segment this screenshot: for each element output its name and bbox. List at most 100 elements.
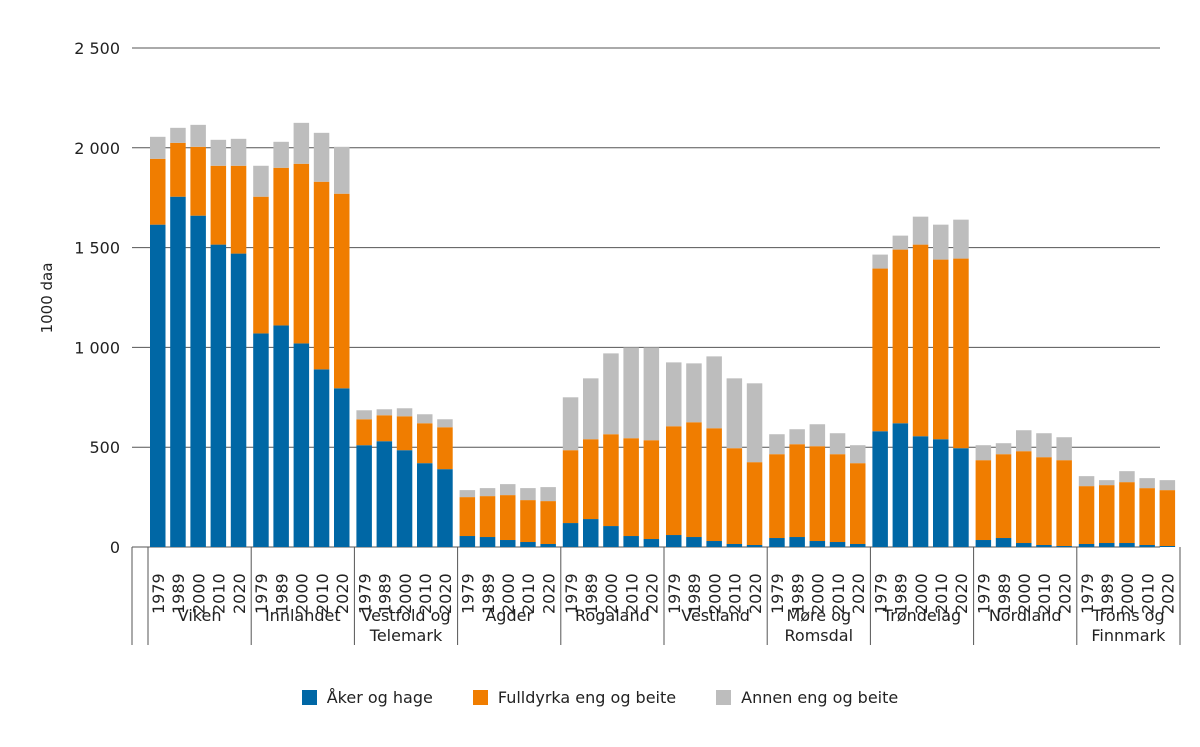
legend: Åker og hage Fulldyrka eng og beite Anne… — [0, 688, 1200, 707]
bar-segment — [686, 537, 702, 547]
bar-segment — [623, 536, 639, 547]
bar-segment — [603, 526, 619, 547]
y-tick-label: 1 000 — [74, 338, 120, 357]
bar-segment — [1078, 476, 1095, 487]
year-tick-label: 1989 — [376, 573, 395, 614]
bar-segment — [210, 139, 227, 166]
bar-segment — [933, 224, 949, 260]
bar-segment — [789, 537, 805, 547]
year-tick-label: 2000 — [912, 573, 931, 614]
bar-segment — [293, 163, 310, 344]
year-tick-label: 1979 — [149, 573, 168, 614]
year-tick-label: 2010 — [1138, 573, 1157, 614]
bar-segment — [437, 427, 453, 470]
bar-segment — [334, 193, 350, 389]
bar-segment — [1036, 545, 1052, 547]
group-label: Agder — [485, 606, 533, 625]
bar-segment — [520, 488, 536, 501]
bar-segment — [769, 538, 785, 547]
legend-label: Åker og hage — [326, 688, 433, 707]
bar-segment — [583, 378, 599, 440]
year-tick-label: 2000 — [809, 573, 828, 614]
year-tick-label: 1979 — [768, 573, 787, 614]
year-tick-label: 2000 — [705, 573, 724, 614]
year-tick-label: 1989 — [582, 573, 601, 614]
bar-segment — [170, 196, 186, 547]
bar-segment — [666, 535, 682, 547]
group-label: Innlandet — [265, 606, 341, 625]
bar-segment — [293, 122, 310, 164]
bar-segment — [230, 165, 247, 254]
bar-segment — [437, 419, 453, 428]
bar-segment — [356, 410, 372, 420]
group-label: Finnmark — [1091, 626, 1166, 645]
year-tick-label: 2020 — [333, 573, 352, 614]
bar-segment — [1056, 546, 1072, 547]
bar-segment — [809, 446, 826, 542]
bar-segment — [150, 136, 166, 159]
bar-segment — [273, 325, 289, 547]
year-tick-label: 2000 — [293, 573, 312, 614]
year-tick-label: 2020 — [539, 573, 558, 614]
bar-segment — [334, 388, 350, 547]
year-tick-label: 2020 — [746, 573, 765, 614]
bar-segment — [829, 542, 846, 547]
bar-segment — [746, 383, 763, 463]
bar-segment — [253, 333, 269, 547]
year-tick-label: 1989 — [995, 573, 1014, 614]
legend-label: Fulldyrka eng og beite — [497, 688, 677, 707]
bar-segment — [1159, 546, 1176, 547]
bar-segment — [643, 539, 660, 547]
bar-segment — [603, 353, 619, 435]
bar-segment — [1016, 543, 1032, 547]
year-tick-label: 2010 — [313, 573, 332, 614]
bar-segment — [726, 448, 743, 545]
year-tick-label: 2010 — [932, 573, 951, 614]
group-label: Vestland — [681, 606, 750, 625]
bar-segment — [500, 540, 516, 547]
bar-segment — [583, 519, 599, 547]
group-label: Viken — [178, 606, 222, 625]
y-tick-label: 2 500 — [74, 39, 120, 58]
bar-segment — [210, 244, 227, 547]
bar-segment — [479, 537, 496, 547]
bar-segment — [623, 347, 639, 439]
bar-segment — [459, 497, 476, 537]
bar-segment — [933, 439, 949, 547]
bar-segment — [230, 138, 247, 166]
bar-segment — [1078, 544, 1095, 547]
bar-segment — [170, 127, 186, 143]
year-tick-label: 2020 — [1159, 573, 1178, 614]
bar-segment — [995, 538, 1012, 547]
bar-segment — [1036, 457, 1052, 546]
bar-segment — [975, 460, 992, 541]
year-tick-label: 1979 — [355, 573, 374, 614]
bar-segment — [540, 487, 556, 502]
bar-segment — [603, 434, 619, 527]
bar-segment — [334, 146, 350, 194]
bar-segment — [850, 463, 866, 545]
bar-segment — [520, 500, 536, 543]
year-tick-label: 1979 — [871, 573, 890, 614]
group-label: Troms og — [1091, 606, 1164, 625]
legend-label: Annen eng og beite — [741, 688, 899, 707]
year-tick-label: 1979 — [975, 573, 994, 614]
bar-segment — [313, 369, 330, 547]
year-tick-label: 2020 — [230, 573, 249, 614]
year-tick-label: 1979 — [459, 573, 478, 614]
bar-segment — [1159, 480, 1176, 491]
legend-item-annen: Annen eng og beite — [716, 688, 898, 707]
bar-segment — [643, 347, 660, 441]
bar-segment — [1139, 488, 1155, 546]
bar-segment — [706, 356, 722, 429]
year-tick-label: 2010 — [622, 573, 641, 614]
bar-segment — [1016, 451, 1032, 544]
bar-segment — [1139, 545, 1155, 547]
bar-segment — [356, 419, 372, 446]
bar-segment — [892, 235, 909, 250]
year-tick-label: 2020 — [1055, 573, 1074, 614]
bar-segment — [356, 445, 372, 547]
bar-segment — [686, 422, 702, 538]
bar-segment — [829, 433, 846, 455]
bar-segment — [1099, 480, 1115, 486]
